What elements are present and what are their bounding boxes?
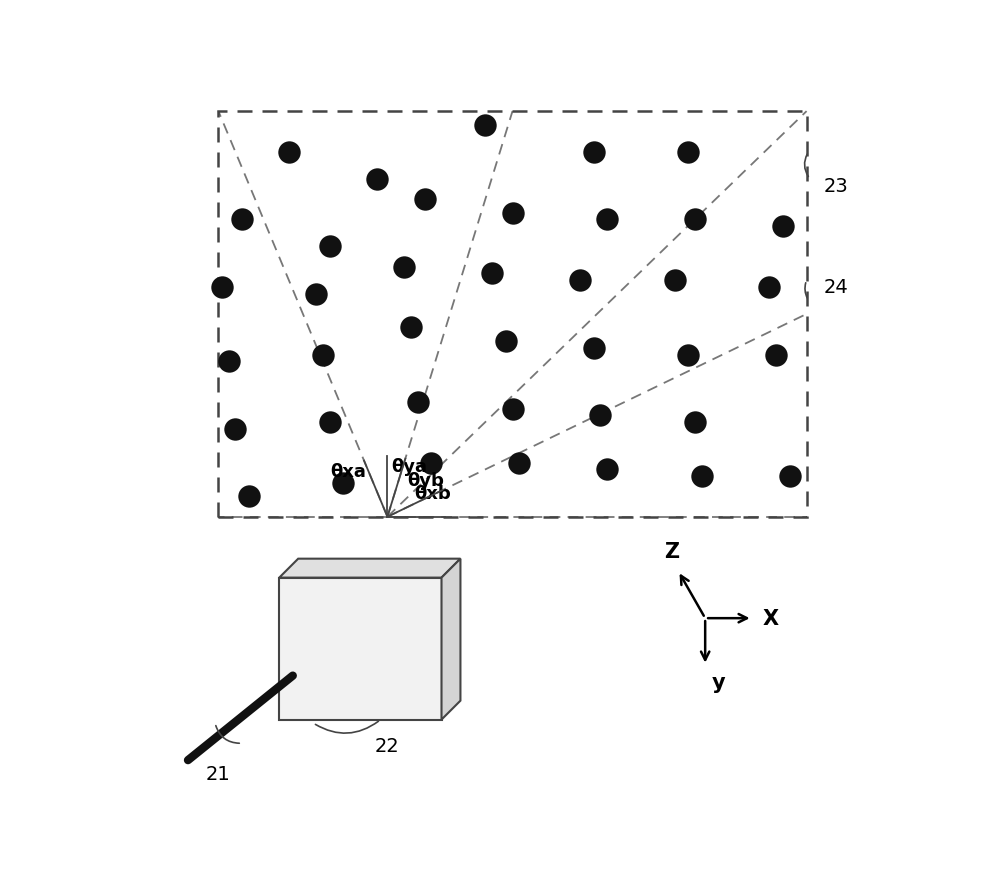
Point	[498, 335, 514, 349]
Point	[281, 146, 297, 160]
Polygon shape	[279, 559, 460, 578]
Point	[768, 348, 784, 362]
Point	[687, 416, 703, 430]
Point	[775, 220, 791, 234]
Text: 23: 23	[823, 177, 848, 196]
Point	[667, 274, 683, 288]
Text: θxa: θxa	[330, 462, 366, 481]
Polygon shape	[279, 578, 442, 720]
Point	[680, 146, 696, 160]
Point	[322, 416, 338, 430]
Point	[504, 206, 520, 220]
Text: 24: 24	[823, 278, 848, 297]
Point	[680, 348, 696, 362]
Point	[417, 193, 433, 207]
Point	[592, 409, 608, 423]
Polygon shape	[442, 559, 460, 720]
Point	[403, 321, 419, 335]
Text: θxb: θxb	[414, 484, 451, 503]
Point	[369, 173, 385, 187]
Point	[227, 423, 243, 437]
Point	[586, 341, 602, 355]
Point	[234, 213, 250, 227]
Point	[410, 396, 426, 410]
Point	[572, 274, 588, 288]
Text: θyb: θyb	[408, 471, 445, 489]
Point	[694, 470, 710, 484]
Text: y: y	[712, 673, 726, 693]
Text: 22: 22	[375, 737, 400, 756]
Point	[484, 267, 500, 281]
Point	[477, 118, 493, 132]
Point	[315, 348, 331, 362]
Point	[335, 476, 351, 490]
Point	[504, 402, 520, 416]
Point	[241, 490, 257, 504]
Point	[322, 240, 338, 254]
Point	[423, 456, 439, 470]
Point	[511, 456, 527, 470]
Bar	[218, 112, 807, 517]
Text: Z: Z	[664, 541, 679, 561]
Point	[221, 355, 237, 369]
Text: X: X	[763, 609, 779, 629]
Text: 21: 21	[206, 764, 231, 782]
Point	[214, 281, 230, 295]
Point	[761, 281, 777, 295]
Point	[599, 463, 615, 477]
Point	[308, 288, 324, 302]
Point	[782, 470, 798, 484]
Point	[687, 213, 703, 227]
Point	[586, 146, 602, 160]
Text: θya: θya	[391, 458, 427, 475]
Point	[599, 213, 615, 227]
Point	[396, 260, 412, 275]
